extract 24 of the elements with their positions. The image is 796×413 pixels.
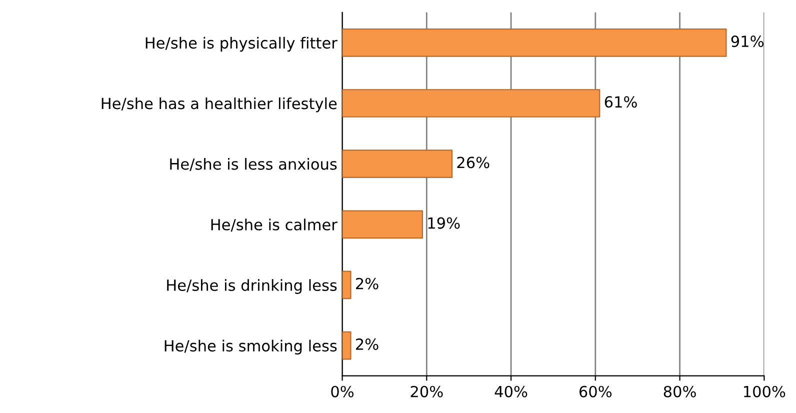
bar	[342, 210, 423, 239]
data-label: 91%	[731, 36, 764, 48]
x-tick-label: 20%	[410, 386, 443, 398]
bar	[342, 150, 453, 178]
bar	[342, 89, 600, 118]
y-tick-label: He/she is less anxious	[170, 158, 337, 172]
data-label: 2%	[356, 338, 378, 350]
y-tick-label: He/she is drinking less	[167, 279, 337, 294]
y-tick-label: He/she is physically fitter	[146, 36, 338, 52]
data-label: 61%	[604, 96, 637, 108]
data-label: 2%	[356, 278, 378, 290]
y-tick-label: He/she is calmer	[211, 218, 338, 232]
bar	[342, 331, 352, 360]
x-tick-label: 60%	[579, 386, 612, 398]
data-label: 26%	[457, 156, 490, 168]
x-tick-label: 80%	[664, 386, 696, 398]
y-tick-label: He/she has a healthier lifestyle	[102, 97, 337, 112]
x-tick-label: 100%	[744, 386, 786, 398]
data-label: 19%	[428, 217, 460, 229]
y-tick-label: He/she is smoking less	[164, 340, 337, 355]
x-tick-label: 0%	[331, 386, 354, 398]
bar	[342, 270, 352, 300]
x-tick-label: 40%	[494, 386, 528, 398]
bar	[342, 28, 727, 57]
